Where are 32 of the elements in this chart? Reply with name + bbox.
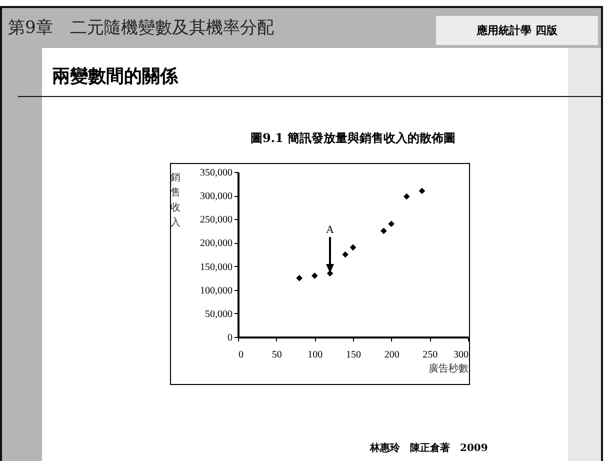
x-tick-label: 0 <box>238 350 244 360</box>
x-tick-label: 200 <box>384 350 400 360</box>
y-tick-label: 150,000 <box>200 262 232 273</box>
x-tick-label: 50 <box>272 350 282 360</box>
y-tick-label: 250,000 <box>200 214 232 226</box>
x-tick-label: 300 <box>454 350 468 360</box>
y-tick-label: 200,000 <box>200 238 232 250</box>
point <box>388 220 394 228</box>
point <box>380 228 387 234</box>
y-tick-label: 300,000 <box>200 191 232 202</box>
point <box>418 188 426 194</box>
annotation: A <box>326 224 334 236</box>
text: 第9章 二元隨機變數及其機率分配 <box>8 17 274 39</box>
point <box>296 274 302 282</box>
x-tick-label: 100 <box>308 350 323 360</box>
point <box>350 244 356 251</box>
point <box>312 272 318 279</box>
x-tick-label: 150 <box>346 350 361 360</box>
y-tick-label: 100,000 <box>200 285 232 296</box>
text: 應用統計學 四版 <box>436 16 598 45</box>
y-tick-label: 0 <box>228 332 232 344</box>
y-tick-label: 50,000 <box>205 308 232 320</box>
point <box>404 193 410 200</box>
point <box>326 270 334 277</box>
point <box>342 251 348 258</box>
y-axis-title: 銷售收入 <box>170 172 180 228</box>
y-tick-label: 350,000 <box>200 168 232 178</box>
x-axis-title: 廣告秒數 <box>428 362 468 374</box>
text: 林惠玲 陳正倉著 2009 <box>370 442 488 455</box>
chart-title: 圖9.1 簡訊發放量與銷售收入的散佈圖 <box>250 131 456 145</box>
x-tick-label: 250 <box>422 350 438 360</box>
text: 兩變數間的關係 <box>52 65 178 88</box>
